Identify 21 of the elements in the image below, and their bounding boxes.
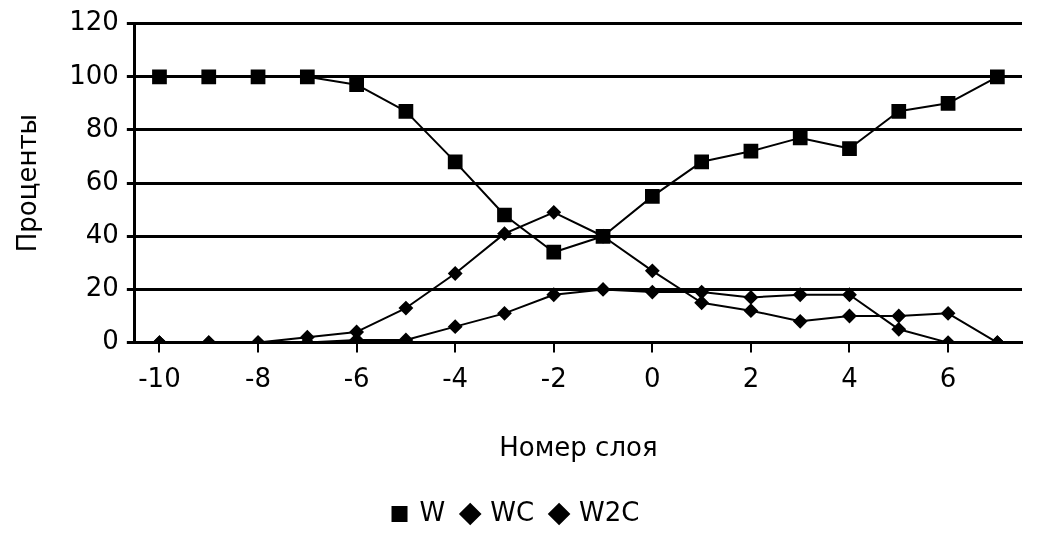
x-tick-label: -2: [540, 362, 567, 393]
x-axis-title: Номер слоя: [499, 432, 658, 463]
x-tick-label: -10: [138, 362, 181, 393]
y-tick-label: 0: [102, 325, 119, 356]
y-axis-title: Проценты: [12, 113, 43, 253]
x-tick-label: -6: [343, 362, 370, 393]
y-tick-label: 60: [85, 165, 119, 196]
x-tick-label: -4: [442, 362, 469, 393]
y-tick-label: 40: [85, 219, 119, 250]
x-tick-label: 6: [939, 362, 957, 393]
y-tick-label: 20: [85, 272, 119, 303]
x-tick-label: 4: [841, 362, 858, 393]
y-tick-label: 80: [85, 112, 119, 143]
legend-label: W: [419, 496, 446, 527]
x-tick-label: 0: [644, 362, 661, 393]
x-tick-label: 2: [742, 362, 760, 393]
y-tick-label: 100: [69, 59, 119, 90]
x-tick-label: -8: [245, 362, 272, 393]
legend-label: W2C: [579, 496, 640, 527]
legend-label: WC: [490, 496, 535, 527]
y-tick-label: 120: [69, 6, 119, 37]
